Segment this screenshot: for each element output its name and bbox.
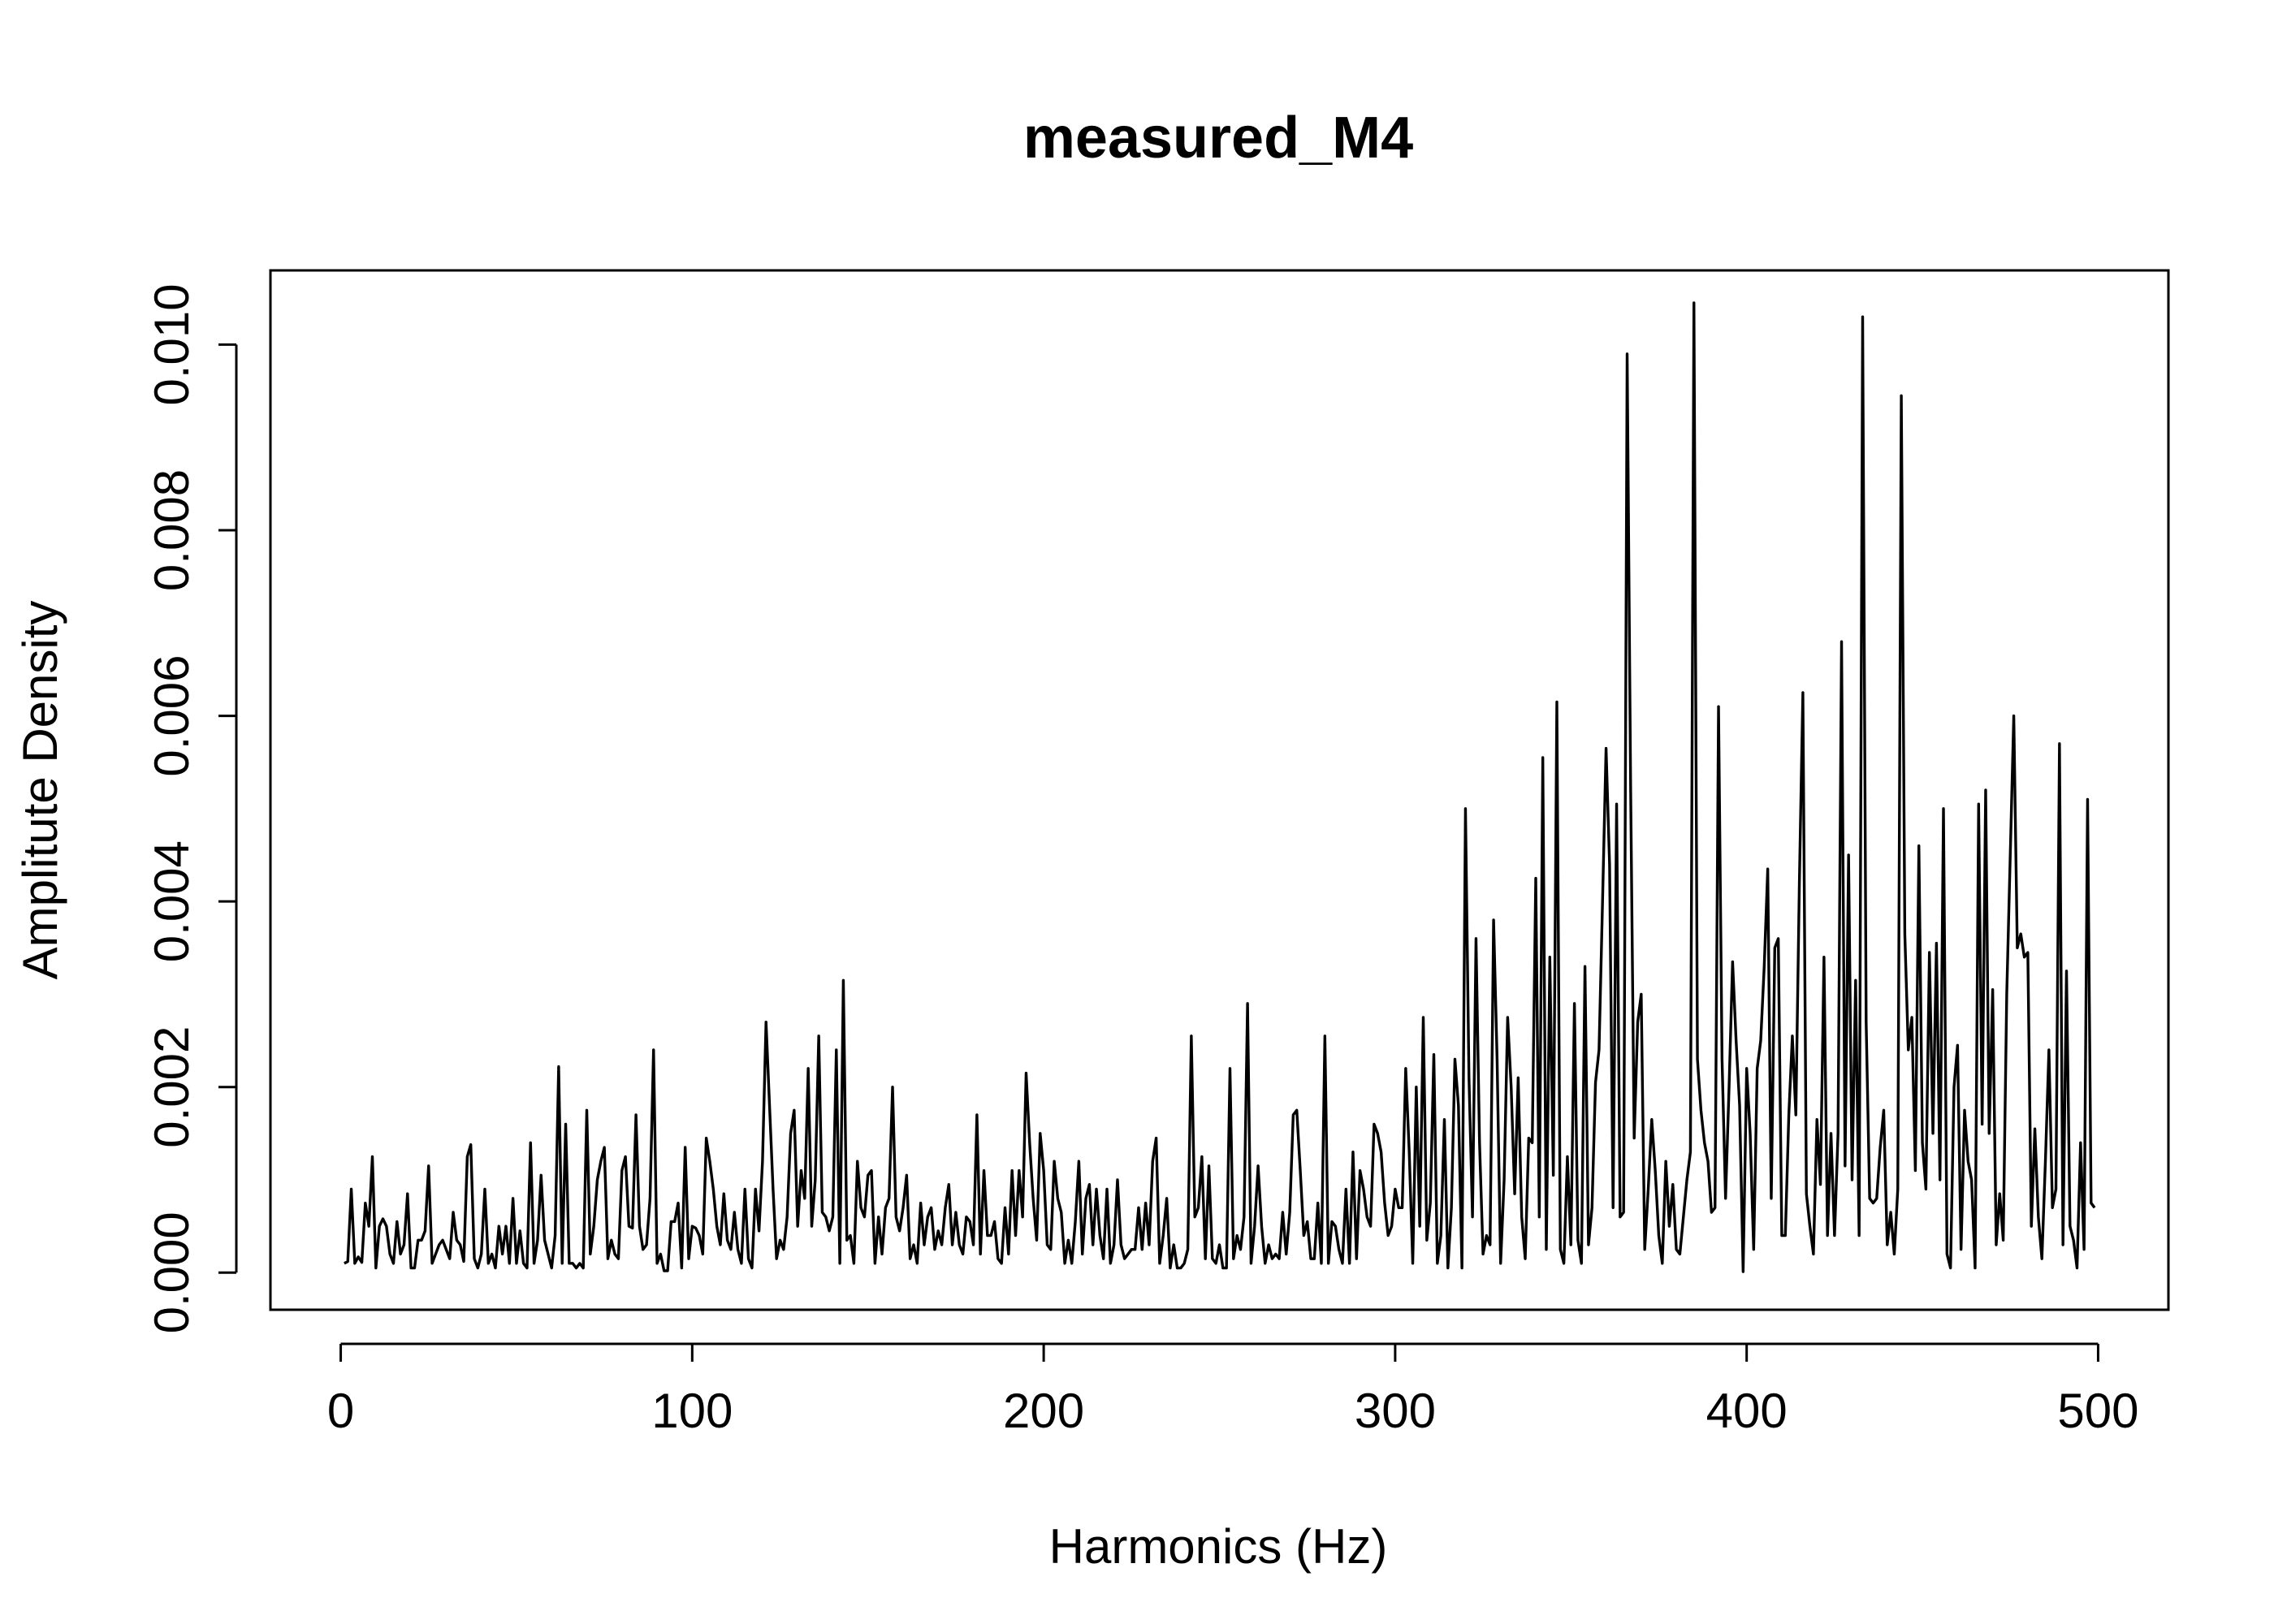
x-tick-label: 400 [1706, 1384, 1788, 1438]
y-tick-label: 0.000 [145, 1212, 199, 1333]
chart-title: measured_M4 [1023, 106, 1413, 171]
y-axis: 0.000 0.002 0.004 0.006 0.008 0.010 [145, 283, 238, 1333]
x-axis: 0 100 200 300 400 500 [327, 1342, 2138, 1438]
x-tick-label: 200 [1003, 1384, 1084, 1438]
y-tick-label: 0.008 [145, 469, 199, 591]
series-group [344, 301, 2096, 1273]
y-tick-label: 0.006 [145, 654, 199, 776]
x-tick-label: 500 [2057, 1384, 2138, 1438]
x-tick-label: 300 [1355, 1384, 1436, 1438]
y-tick-label: 0.002 [145, 1026, 199, 1148]
y-axis-label: Amplitute Density [13, 601, 67, 980]
plot-frame [269, 269, 2170, 1311]
series-line [344, 301, 2096, 1273]
x-axis-label: Harmonics (Hz) [1049, 1519, 1388, 1574]
y-tick-label: 0.010 [145, 283, 199, 405]
y-tick-label: 0.004 [145, 840, 199, 962]
x-tick-label: 0 [327, 1384, 354, 1438]
x-tick-label: 100 [651, 1384, 733, 1438]
